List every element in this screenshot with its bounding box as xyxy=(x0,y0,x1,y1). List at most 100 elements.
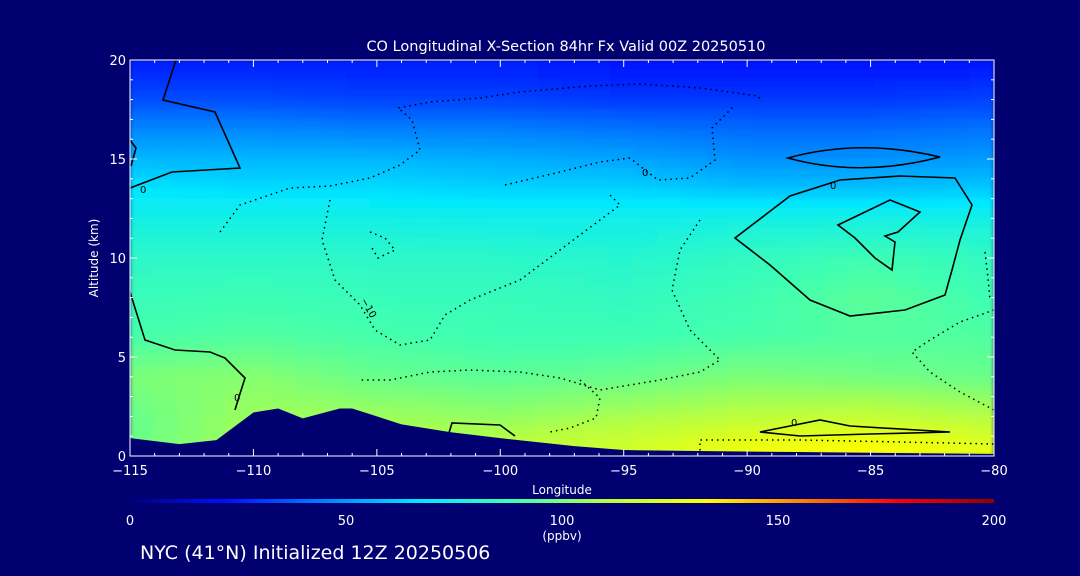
heatmap-cell xyxy=(753,178,779,190)
heatmap-cell xyxy=(969,307,994,318)
heatmap-cell xyxy=(849,445,875,456)
heatmap-cell xyxy=(969,168,994,180)
heatmap-cell xyxy=(513,297,539,308)
heatmap-cell xyxy=(753,386,779,398)
heatmap-cell xyxy=(753,356,779,368)
heatmap-cell xyxy=(849,99,875,110)
heatmap-cell xyxy=(705,376,731,388)
heatmap-cell xyxy=(825,257,851,269)
heatmap-cell xyxy=(969,425,994,437)
heatmap-cell xyxy=(489,148,515,160)
heatmap-cell xyxy=(777,247,803,259)
heatmap-cell xyxy=(465,376,491,388)
heatmap-cell xyxy=(153,307,179,318)
heatmap-cell xyxy=(849,267,875,279)
heatmap-cell xyxy=(585,336,611,348)
heatmap-cell xyxy=(201,336,227,348)
heatmap-cell xyxy=(921,356,947,368)
heatmap-cell xyxy=(417,208,443,219)
heatmap-cell xyxy=(825,208,851,219)
heatmap-cell xyxy=(561,287,587,299)
heatmap-cell xyxy=(777,425,803,437)
heatmap-cell xyxy=(537,366,563,378)
heatmap-cell xyxy=(537,178,563,190)
heatmap-cell xyxy=(681,247,707,259)
heatmap-cell xyxy=(537,356,563,368)
heatmap-cell xyxy=(537,237,563,249)
heatmap-cell xyxy=(201,198,227,209)
heatmap-cell xyxy=(657,287,683,299)
heatmap-cell xyxy=(297,336,323,348)
heatmap-cell xyxy=(969,277,994,289)
heatmap-cell xyxy=(177,386,203,398)
heatmap-cell xyxy=(873,356,899,368)
heatmap-cell xyxy=(609,158,635,170)
heatmap-cell xyxy=(297,267,323,279)
heatmap-cell xyxy=(897,267,923,279)
heatmap-cell xyxy=(753,227,779,239)
heatmap-cell xyxy=(273,346,299,358)
heatmap-cell xyxy=(513,138,539,150)
heatmap-cell xyxy=(849,118,875,130)
heatmap-cell xyxy=(945,396,971,407)
heatmap-cell xyxy=(177,227,203,239)
heatmap-cell xyxy=(321,148,347,160)
heatmap-cell xyxy=(513,99,539,110)
heatmap-cell xyxy=(537,336,563,348)
heatmap-cell xyxy=(369,227,395,239)
heatmap-cell xyxy=(441,208,467,219)
heatmap-cell xyxy=(393,128,419,140)
heatmap-cell xyxy=(897,247,923,259)
heatmap-cell xyxy=(297,69,323,81)
heatmap-cell xyxy=(513,118,539,130)
heatmap-cell xyxy=(777,128,803,140)
heatmap-cell xyxy=(657,366,683,378)
heatmap-cell xyxy=(393,277,419,289)
heatmap-cell xyxy=(297,208,323,219)
heatmap-cell xyxy=(921,178,947,190)
heatmap-cell xyxy=(273,188,299,200)
heatmap-cell xyxy=(225,148,251,160)
heatmap-cell xyxy=(273,208,299,219)
heatmap-cell xyxy=(705,326,731,338)
heatmap-cell xyxy=(705,217,731,229)
heatmap-cell xyxy=(897,326,923,338)
heatmap-cell xyxy=(153,396,179,407)
heatmap-cell xyxy=(130,356,155,368)
heatmap-cell xyxy=(441,217,467,229)
heatmap-cell xyxy=(585,227,611,239)
heatmap-cell xyxy=(921,257,947,269)
heatmap-cell xyxy=(633,208,659,219)
heatmap-cell xyxy=(297,217,323,229)
heatmap-cell xyxy=(417,356,443,368)
heatmap-cell xyxy=(537,396,563,407)
heatmap-cell xyxy=(753,326,779,338)
heatmap-cell xyxy=(945,217,971,229)
heatmap-cell xyxy=(609,128,635,140)
heatmap-cell xyxy=(729,336,755,348)
heatmap-cell xyxy=(921,297,947,308)
heatmap-cell xyxy=(249,356,275,368)
heatmap-cell xyxy=(873,376,899,388)
heatmap-cell xyxy=(561,237,587,249)
heatmap-cell xyxy=(633,178,659,190)
heatmap-cell xyxy=(729,406,755,417)
heatmap-cell xyxy=(177,247,203,259)
heatmap-cell xyxy=(465,227,491,239)
heatmap-cell xyxy=(729,89,755,101)
heatmap-cell xyxy=(130,386,155,398)
heatmap-cell xyxy=(153,366,179,378)
heatmap-cell xyxy=(465,69,491,81)
heatmap-cell xyxy=(849,60,875,71)
heatmap-cell xyxy=(969,217,994,229)
heatmap-cell xyxy=(753,118,779,130)
heatmap-cell xyxy=(609,297,635,308)
colorbar xyxy=(130,499,994,503)
heatmap-cell xyxy=(969,60,994,71)
heatmap-cell xyxy=(825,89,851,101)
heatmap-cell xyxy=(657,376,683,388)
heatmap-cell xyxy=(417,109,443,120)
y-tick-label: 10 xyxy=(109,252,126,267)
heatmap-cell xyxy=(201,99,227,110)
heatmap-cell xyxy=(969,69,994,81)
